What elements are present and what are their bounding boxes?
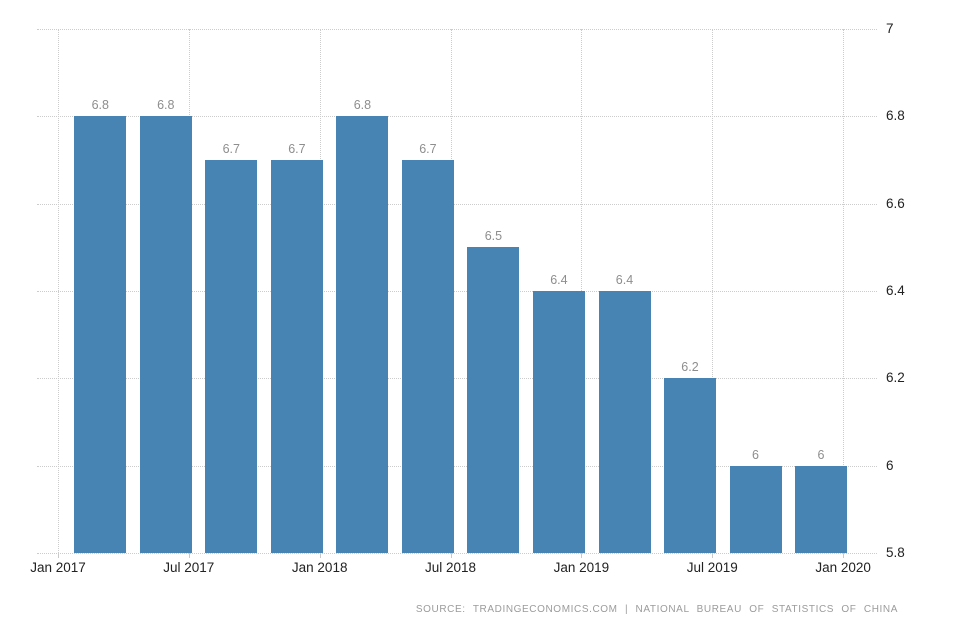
bar[interactable]: [795, 465, 847, 553]
y-axis-tick-label: 6.8: [886, 108, 905, 124]
bar[interactable]: [598, 291, 651, 553]
x-axis-tick: [58, 553, 59, 558]
bar-value-label: 6.7: [419, 142, 437, 156]
bar[interactable]: [74, 116, 127, 553]
y-gridline: [37, 203, 877, 205]
x-gridline: [58, 29, 59, 553]
x-axis-tick: [581, 553, 583, 558]
y-gridline: [37, 116, 877, 118]
bar[interactable]: [139, 116, 192, 553]
bar[interactable]: [270, 160, 323, 553]
x-axis-tick: [712, 553, 714, 558]
bar-value-label: 6.8: [91, 98, 109, 113]
y-gridline: [37, 378, 877, 380]
bar-value-label: 6.8: [353, 98, 372, 113]
y-axis-tick-label: 6.6: [886, 195, 905, 211]
y-gridline: [37, 291, 877, 292]
x-axis-tick-label: Jul 2018: [424, 560, 477, 575]
bar[interactable]: [336, 116, 389, 553]
y-axis-tick-label: 6.4: [886, 283, 905, 298]
source-attribution: SOURCE: TRADINGECONOMICS.COM | NATIONAL …: [415, 604, 898, 615]
bar[interactable]: [205, 160, 258, 553]
y-axis-tick-label: 6.2: [886, 370, 905, 386]
bar-value-label: 6.2: [681, 360, 699, 375]
x-axis-tick: [843, 553, 845, 558]
bar-value-label: 6.8: [157, 98, 175, 113]
x-axis-tick: [319, 553, 321, 558]
bar[interactable]: [401, 160, 454, 553]
bar-value-label: 6: [817, 447, 825, 462]
bar-value-label: 6.7: [288, 142, 306, 156]
x-axis-tick-label: Jan 2020: [815, 560, 871, 575]
y-axis-tick-label: 7: [886, 21, 894, 36]
x-axis-tick: [188, 553, 190, 558]
bar[interactable]: [664, 378, 716, 553]
bar[interactable]: [467, 247, 520, 553]
bar-value-label: 6: [752, 447, 759, 462]
y-gridline: [37, 465, 877, 467]
x-axis-tick-label: Jan 2019: [553, 560, 610, 575]
x-axis-tick-label: Jan 2018: [291, 560, 348, 575]
bar[interactable]: [532, 291, 585, 553]
bar-value-label: 6.5: [484, 229, 503, 244]
x-axis-tick-label: Jul 2019: [686, 560, 738, 575]
y-axis-tick-label: 6: [886, 457, 894, 473]
bar-value-label: 6.7: [222, 142, 240, 156]
x-axis-tick-label: Jul 2017: [163, 560, 215, 575]
bar[interactable]: [729, 465, 782, 553]
x-gridline: [712, 29, 714, 553]
y-axis-tick-label: 5.8: [886, 545, 905, 560]
bar-value-label: 6.4: [615, 273, 634, 287]
y-gridline: [37, 553, 877, 554]
x-gridline: [843, 29, 845, 553]
bar-value-label: 6.4: [550, 273, 568, 287]
plot-area: [37, 29, 877, 554]
y-gridline: [37, 29, 877, 30]
x-axis-tick-label: Jan 2017: [30, 560, 86, 575]
x-axis-tick: [450, 553, 452, 558]
